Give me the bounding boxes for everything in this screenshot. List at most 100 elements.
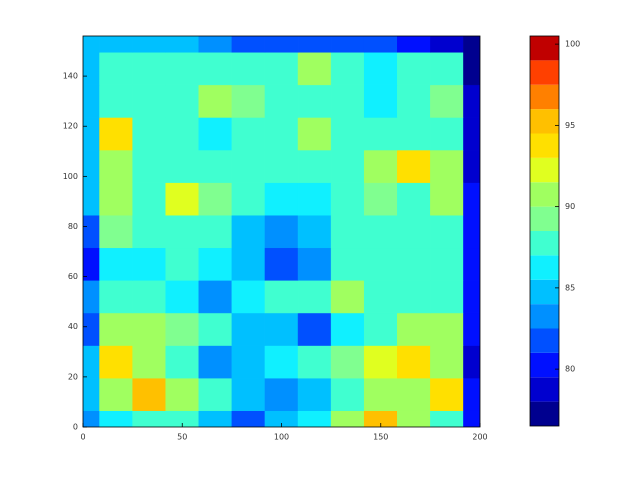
- contour-cell: [363, 280, 398, 314]
- colorbar-band: [530, 352, 559, 378]
- contour-cell: [198, 280, 233, 314]
- contour-cell: [397, 84, 431, 118]
- contour-cell: [99, 117, 133, 151]
- contour-cell: [99, 312, 133, 346]
- contour-cell: [430, 117, 464, 151]
- contour-cell: [297, 377, 332, 411]
- contour-cell: [165, 149, 200, 183]
- contour-cell: [231, 377, 266, 411]
- contour-cell: [198, 36, 233, 53]
- contour-cell: [198, 377, 233, 411]
- colorbar-tick-label: 90: [565, 202, 575, 211]
- contour-cell: [330, 345, 365, 379]
- y-tick-label: 40: [68, 322, 78, 331]
- contour-cell: [99, 345, 133, 379]
- colorbar-band: [530, 377, 559, 402]
- contour-cell: [330, 214, 365, 249]
- contour-cell: [264, 214, 299, 249]
- contour-cell: [132, 214, 166, 249]
- contour-cell: [430, 149, 464, 183]
- contour-cell: [297, 52, 332, 86]
- colorbar-band: [530, 304, 559, 329]
- contour-cell: [165, 312, 200, 346]
- contour-cell: [397, 182, 431, 216]
- contour-cell: [231, 182, 266, 216]
- contour-cell: [397, 312, 431, 346]
- colorbar-tick-label: 95: [565, 121, 575, 130]
- contour-cell: [264, 84, 299, 118]
- contour-cell: [99, 182, 133, 216]
- colorbar-band: [530, 328, 559, 353]
- contour-cell: [297, 36, 332, 53]
- contour-cell: [397, 52, 431, 86]
- contour-cell: [198, 182, 233, 216]
- contour-cell: [430, 247, 464, 281]
- contour-cell: [231, 36, 266, 53]
- contour-cell: [363, 345, 398, 379]
- colorbar-tick-label: 80: [565, 365, 575, 374]
- contour-cell: [297, 117, 332, 151]
- contour-cell: [363, 84, 398, 118]
- contour-area: [83, 36, 480, 427]
- contour-cell: [165, 214, 200, 249]
- contour-cell: [198, 214, 233, 249]
- contour-cell: [231, 280, 266, 314]
- contour-cell: [99, 36, 133, 53]
- contour-cell: [397, 149, 431, 183]
- y-tick-label: 80: [68, 222, 78, 231]
- contour-cell: [363, 182, 398, 216]
- colorbar-band: [530, 279, 559, 305]
- contour-cell: [264, 117, 299, 151]
- y-tick-label: 100: [63, 172, 78, 181]
- contour-cell: [363, 247, 398, 281]
- contour-cell: [297, 84, 332, 118]
- contour-cell: [330, 280, 365, 314]
- contour-cell: [363, 36, 398, 53]
- contour-cell: [297, 149, 332, 183]
- y-tick-label: 60: [68, 272, 78, 281]
- contour-cell: [264, 312, 299, 346]
- y-tick-label: 20: [68, 372, 78, 381]
- contour-cell: [231, 84, 266, 118]
- colorbar-band: [530, 60, 559, 85]
- contour-cell: [165, 182, 200, 216]
- x-tick-label: 150: [373, 433, 388, 442]
- contour-cell: [430, 182, 464, 216]
- contour-cell: [330, 84, 365, 118]
- colorbar-band: [530, 231, 559, 256]
- contour-cell: [165, 117, 200, 151]
- contour-cell: [363, 117, 398, 151]
- contour-cell: [198, 345, 233, 379]
- contour-cell: [430, 312, 464, 346]
- contour-cell: [397, 377, 431, 411]
- y-tick-label: 140: [63, 72, 78, 81]
- contour-cell: [132, 280, 166, 314]
- contour-cell: [132, 117, 166, 151]
- contour-cell: [330, 377, 365, 411]
- contour-cell: [132, 52, 166, 86]
- contour-cell: [198, 149, 233, 183]
- contour-cell: [297, 280, 332, 314]
- contour-cell: [363, 149, 398, 183]
- x-tick-label: 200: [472, 433, 487, 442]
- contour-cell: [99, 84, 133, 118]
- y-tick-label: 120: [63, 122, 78, 131]
- contour-cell: [132, 84, 166, 118]
- contour-cell: [99, 52, 133, 86]
- contour-cell: [264, 247, 299, 281]
- contour-cell: [99, 280, 133, 314]
- contour-cell: [430, 52, 464, 86]
- colorbar-tick-label: 100: [565, 40, 580, 49]
- contour-cell: [231, 214, 266, 249]
- contour-cell: [132, 247, 166, 281]
- x-tick-label: 100: [274, 433, 289, 442]
- colorbar-band: [530, 84, 559, 110]
- contour-cell: [165, 247, 200, 281]
- contour-cell: [165, 52, 200, 86]
- contour-cell: [198, 247, 233, 281]
- colorbar-band: [530, 182, 559, 207]
- contour-cell: [330, 182, 365, 216]
- colorbar-band: [530, 401, 559, 426]
- contour-cell: [132, 345, 166, 379]
